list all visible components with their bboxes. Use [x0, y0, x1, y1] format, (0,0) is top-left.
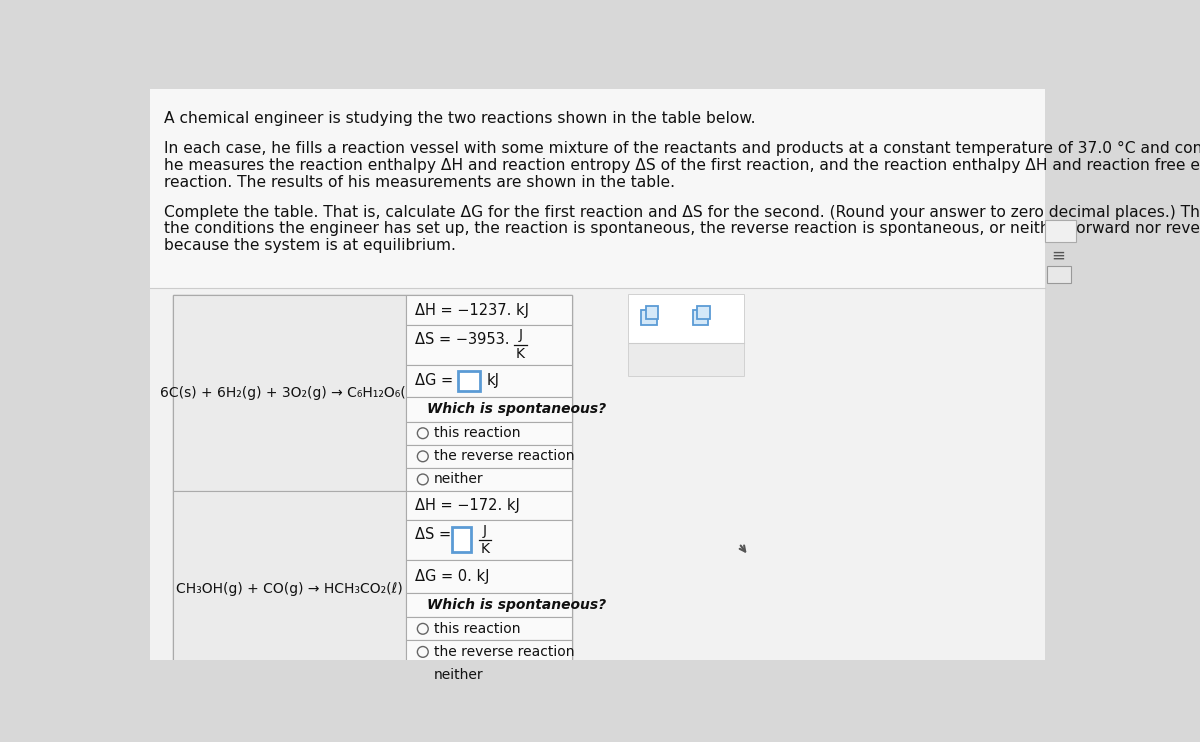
- FancyBboxPatch shape: [406, 468, 572, 491]
- Text: neither: neither: [433, 473, 484, 487]
- FancyBboxPatch shape: [406, 421, 572, 444]
- FancyBboxPatch shape: [1045, 220, 1076, 241]
- FancyBboxPatch shape: [629, 343, 744, 376]
- FancyBboxPatch shape: [150, 89, 1045, 660]
- FancyBboxPatch shape: [406, 365, 572, 397]
- Text: ≡: ≡: [1051, 247, 1066, 265]
- FancyBboxPatch shape: [173, 295, 572, 686]
- Text: he measures the reaction enthalpy ΔH and reaction entropy ΔS of the first reacti: he measures the reaction enthalpy ΔH and…: [164, 158, 1200, 174]
- FancyBboxPatch shape: [646, 306, 659, 318]
- Text: In each case, he fills a reaction vessel with some mixture of the reactants and : In each case, he fills a reaction vessel…: [164, 142, 1200, 157]
- FancyBboxPatch shape: [629, 295, 744, 343]
- FancyBboxPatch shape: [406, 397, 572, 421]
- Text: Ar: Ar: [1052, 224, 1068, 237]
- Text: ΔH = −172. kJ: ΔH = −172. kJ: [415, 498, 520, 513]
- FancyBboxPatch shape: [641, 310, 656, 326]
- FancyBboxPatch shape: [406, 444, 572, 468]
- FancyBboxPatch shape: [173, 491, 406, 686]
- Text: the reverse reaction: the reverse reaction: [433, 450, 574, 463]
- Text: Which is spontaneous?: Which is spontaneous?: [427, 598, 606, 612]
- Text: J: J: [482, 524, 487, 538]
- FancyBboxPatch shape: [1048, 266, 1070, 283]
- Text: 6C(s) + 6H₂(g) + 3O₂(g) → C₆H₁₂O₆(s): 6C(s) + 6H₂(g) + 3O₂(g) → C₆H₁₂O₆(s): [161, 386, 419, 400]
- FancyBboxPatch shape: [406, 593, 572, 617]
- Text: the reverse reaction: the reverse reaction: [433, 645, 574, 659]
- Text: the conditions the engineer has set up, the reaction is spontaneous, the reverse: the conditions the engineer has set up, …: [164, 221, 1200, 237]
- FancyBboxPatch shape: [406, 617, 572, 640]
- FancyBboxPatch shape: [406, 663, 572, 686]
- Text: ΔG = 0. kJ: ΔG = 0. kJ: [415, 569, 490, 584]
- FancyBboxPatch shape: [406, 491, 572, 520]
- FancyBboxPatch shape: [173, 295, 406, 491]
- Text: CH₃OH(g) + CO(g) → HCH₃CO₂(ℓ): CH₃OH(g) + CO(g) → HCH₃CO₂(ℓ): [176, 582, 403, 596]
- FancyBboxPatch shape: [406, 560, 572, 593]
- Text: kJ: kJ: [486, 373, 499, 388]
- FancyBboxPatch shape: [629, 295, 744, 376]
- FancyBboxPatch shape: [458, 371, 480, 391]
- FancyBboxPatch shape: [697, 306, 709, 318]
- Text: this reaction: this reaction: [433, 426, 520, 440]
- Text: Complete the table. That is, calculate ΔG for the first reaction and ΔS for the : Complete the table. That is, calculate Δ…: [164, 205, 1200, 220]
- FancyBboxPatch shape: [150, 89, 1045, 288]
- Text: A chemical engineer is studying the two reactions shown in the table below.: A chemical engineer is studying the two …: [164, 111, 756, 125]
- FancyBboxPatch shape: [406, 640, 572, 663]
- FancyBboxPatch shape: [406, 325, 572, 365]
- Text: K: K: [516, 347, 524, 361]
- Text: ↶: ↶: [706, 349, 722, 369]
- Text: Which is spontaneous?: Which is spontaneous?: [427, 402, 606, 416]
- FancyBboxPatch shape: [406, 295, 572, 325]
- Text: because the system is at equilibrium.: because the system is at equilibrium.: [164, 238, 456, 254]
- Text: ΔH = −1237. kJ: ΔH = −1237. kJ: [415, 303, 529, 318]
- FancyBboxPatch shape: [406, 520, 572, 560]
- Text: this reaction: this reaction: [433, 622, 520, 636]
- FancyBboxPatch shape: [692, 310, 708, 326]
- Text: ΔG =: ΔG =: [415, 373, 458, 388]
- Text: J: J: [518, 329, 522, 343]
- Text: K: K: [480, 542, 490, 556]
- Text: ΔS = −3953.: ΔS = −3953.: [415, 332, 510, 347]
- FancyBboxPatch shape: [452, 527, 470, 552]
- Text: ΔS =: ΔS =: [415, 527, 456, 542]
- Text: neither: neither: [433, 668, 484, 682]
- Text: reaction. The results of his measurements are shown in the table.: reaction. The results of his measurement…: [164, 175, 674, 190]
- Text: X: X: [646, 350, 659, 368]
